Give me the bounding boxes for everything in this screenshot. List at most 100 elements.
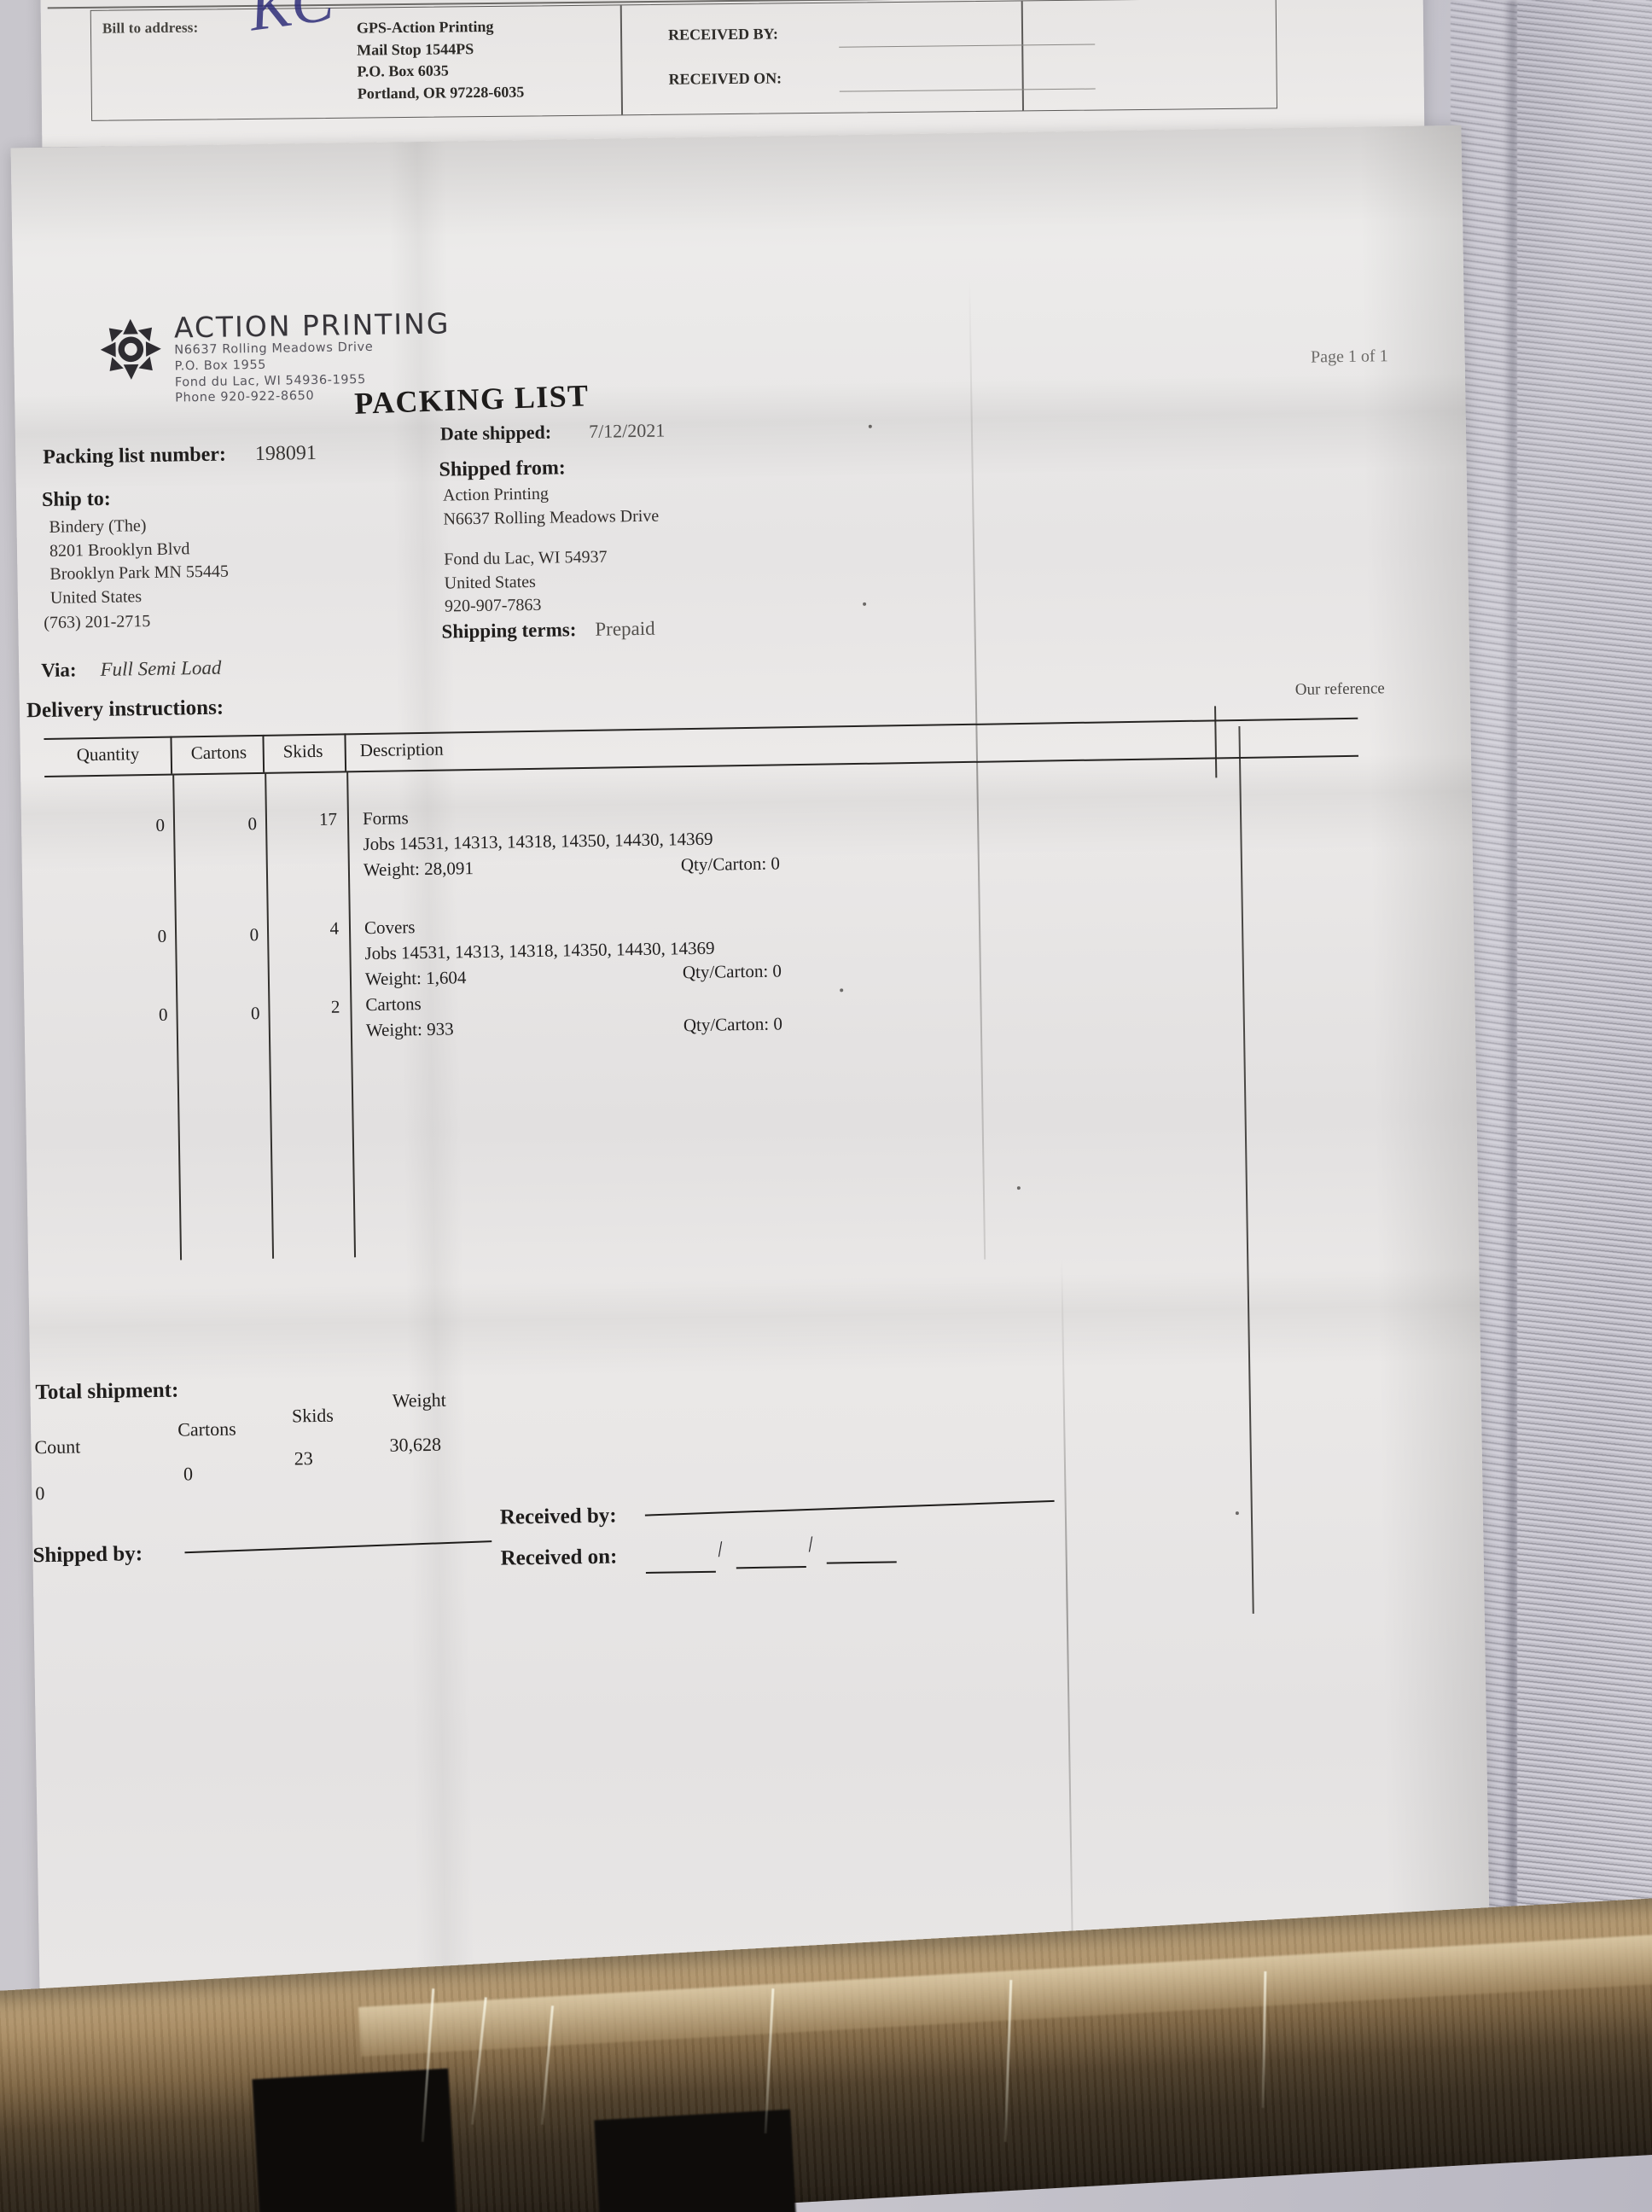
bill-to-label: Bill to address: bbox=[102, 19, 199, 37]
row-1-cartons: 0 bbox=[247, 813, 258, 835]
bill-to-address: GPS-Action Printing Mail Stop 1544PS P.O… bbox=[357, 16, 525, 105]
row-2-description-block: Covers Jobs 14531, 14313, 14318, 14350, … bbox=[364, 911, 715, 992]
via-field: Via: Full Semi Load bbox=[41, 657, 222, 682]
date-shipped-value: 7/12/2021 bbox=[588, 419, 666, 442]
shipped-from-line-5: United States bbox=[444, 572, 537, 593]
paper-speck-3 bbox=[840, 988, 844, 992]
row-1-description-block: Forms Jobs 14531, 14313, 14318, 14350, 1… bbox=[363, 801, 713, 883]
our-reference-label: Our reference bbox=[1294, 679, 1385, 699]
row-1-qty-per-carton: Qty/Carton: 0 bbox=[680, 853, 781, 876]
shipped-from-line-4: Fond du Lac, WI 54937 bbox=[444, 547, 608, 569]
paper-speck-5 bbox=[1235, 1511, 1239, 1516]
row-3-quantity: 0 bbox=[158, 1004, 168, 1025]
column-header-quantity: Quantity bbox=[76, 743, 140, 765]
ship-to-label: Ship to: bbox=[41, 487, 111, 511]
row-3-skids: 2 bbox=[330, 996, 340, 1017]
table-col-divider-skids bbox=[344, 733, 347, 771]
page-indicator: Page 1 of 1 bbox=[1310, 346, 1388, 367]
row-1-skids: 17 bbox=[318, 808, 338, 830]
totals-label-skids: Skids bbox=[291, 1404, 334, 1427]
shipping-terms-value: Prepaid bbox=[595, 617, 655, 640]
shipped-from-line-1: Action Printing bbox=[442, 484, 550, 505]
bill-to-box-divider-2 bbox=[1021, 1, 1024, 111]
ship-to-line-4: United States bbox=[49, 586, 143, 608]
paper-speck-4 bbox=[1016, 1186, 1021, 1190]
totals-label-count: Count bbox=[34, 1435, 81, 1458]
ship-to-address: Bindery (The) 8201 Brooklyn Blvd Brookly… bbox=[49, 514, 229, 611]
table-body-rule-3 bbox=[346, 771, 357, 1258]
received-on-line-day bbox=[736, 1566, 806, 1569]
totals-label-cartons: Cartons bbox=[177, 1417, 236, 1441]
received-on-label: Received on: bbox=[500, 1545, 618, 1570]
paper-ream-stack-edge bbox=[1517, 0, 1652, 2065]
totals-label-weight: Weight bbox=[392, 1388, 446, 1412]
shipped-by-label: Shipped by: bbox=[32, 1542, 143, 1568]
total-shipment-heading: Total shipment: bbox=[35, 1378, 179, 1405]
received-on-line-month bbox=[645, 1570, 716, 1574]
received-on-line-year bbox=[826, 1561, 897, 1564]
bill-of-lading-partial-document: PER: PER: DATE: Bill to address: KC GPS-… bbox=[39, 0, 1430, 148]
column-header-skids: Skids bbox=[282, 740, 323, 762]
company-name: ACTION PRINTING bbox=[173, 306, 451, 345]
shipped-from-line-2: N6637 Rolling Meadows Drive bbox=[443, 506, 660, 529]
table-top-rule bbox=[44, 717, 1358, 740]
shipping-terms-field: Shipping terms: Prepaid bbox=[441, 618, 654, 643]
bill-to-line-3: P.O. Box 6035 bbox=[357, 61, 449, 80]
line-items-table: Quantity Cartons Skids Description 0 0 1… bbox=[44, 717, 1366, 1267]
paper-crease-2 bbox=[1061, 1258, 1073, 1941]
company-letterhead: ACTION PRINTING N6637 Rolling Meadows Dr… bbox=[99, 306, 451, 408]
received-by-label-top: RECEIVED BY: bbox=[667, 25, 779, 44]
row-2-skids: 4 bbox=[329, 917, 340, 939]
shipped-from-address: Action Printing N6637 Rolling Meadows Dr… bbox=[443, 481, 660, 620]
row-2-cartons: 0 bbox=[249, 924, 259, 946]
table-body-rule-2 bbox=[265, 771, 275, 1259]
received-on-label-top: RECEIVED ON: bbox=[668, 69, 782, 88]
shipped-from-line-6: 920-907-7863 bbox=[444, 596, 542, 616]
bill-to-box-divider-1 bbox=[620, 5, 623, 115]
table-col-divider-quantity bbox=[170, 736, 173, 774]
row-3-qty-per-carton: Qty/Carton: 0 bbox=[683, 1013, 783, 1036]
totals-value-weight: 30,628 bbox=[389, 1433, 442, 1456]
paper-speck-2 bbox=[863, 602, 867, 606]
bill-to-line-1: GPS-Action Printing bbox=[356, 17, 494, 37]
starburst-wheel-icon bbox=[99, 317, 163, 381]
row-1-weight: Weight: 28,091 bbox=[363, 857, 474, 880]
bill-to-line-4: Portland, OR 97228-6035 bbox=[357, 83, 525, 102]
ship-to-phone: (763) 201-2715 bbox=[44, 611, 151, 632]
row-3-description-block: Cartons Weight: 933 bbox=[365, 991, 454, 1043]
date-shipped-field: Date shipped: 7/12/2021 bbox=[440, 419, 666, 445]
ship-to-line-3: Brooklyn Park MN 55445 bbox=[49, 562, 230, 585]
bill-to-line-2: Mail Stop 1544PS bbox=[357, 39, 474, 59]
table-col-divider-cartons bbox=[262, 734, 265, 772]
packing-list-number-value: 198091 bbox=[254, 441, 317, 466]
row-2-qty-per-carton: Qty/Carton: 0 bbox=[682, 960, 782, 983]
received-by-label: Received by: bbox=[499, 1504, 617, 1529]
shipping-terms-label: Shipping terms: bbox=[441, 619, 577, 643]
received-on-slash-1: / bbox=[715, 1536, 725, 1563]
row-2-quantity: 0 bbox=[157, 925, 167, 946]
totals-value-count: 0 bbox=[35, 1482, 45, 1505]
received-by-line bbox=[644, 1499, 1055, 1516]
paper-speck-1 bbox=[868, 424, 872, 428]
via-label: Via: bbox=[41, 659, 77, 682]
packing-list-number-field: Packing list number: 198091 bbox=[43, 442, 317, 469]
totals-value-skids: 23 bbox=[294, 1447, 313, 1470]
via-value: Full Semi Load bbox=[100, 656, 222, 680]
row-3-cartons: 0 bbox=[250, 1003, 260, 1024]
column-header-description: Description bbox=[359, 738, 444, 761]
totals-value-cartons: 0 bbox=[183, 1463, 194, 1485]
delivery-instructions-label: Delivery instructions: bbox=[26, 696, 224, 723]
shipped-from-label: Shipped from: bbox=[439, 457, 567, 481]
column-header-cartons: Cartons bbox=[190, 742, 247, 764]
packing-list-number-label: Packing list number: bbox=[43, 443, 227, 469]
row-3-weight: Weight: 933 bbox=[365, 1018, 454, 1040]
row-3-description: Cartons bbox=[365, 993, 422, 1016]
document-title: PACKING LIST bbox=[353, 378, 590, 421]
row-1-quantity: 0 bbox=[155, 814, 166, 835]
packing-list-document: ACTION PRINTING N6637 Rolling Meadows Dr… bbox=[10, 125, 1492, 2052]
shipped-by-line bbox=[184, 1540, 492, 1554]
ship-to-line-2: 8201 Brooklyn Blvd bbox=[49, 538, 190, 561]
received-on-slash-2: / bbox=[806, 1531, 816, 1557]
date-shipped-label: Date shipped: bbox=[439, 421, 552, 445]
